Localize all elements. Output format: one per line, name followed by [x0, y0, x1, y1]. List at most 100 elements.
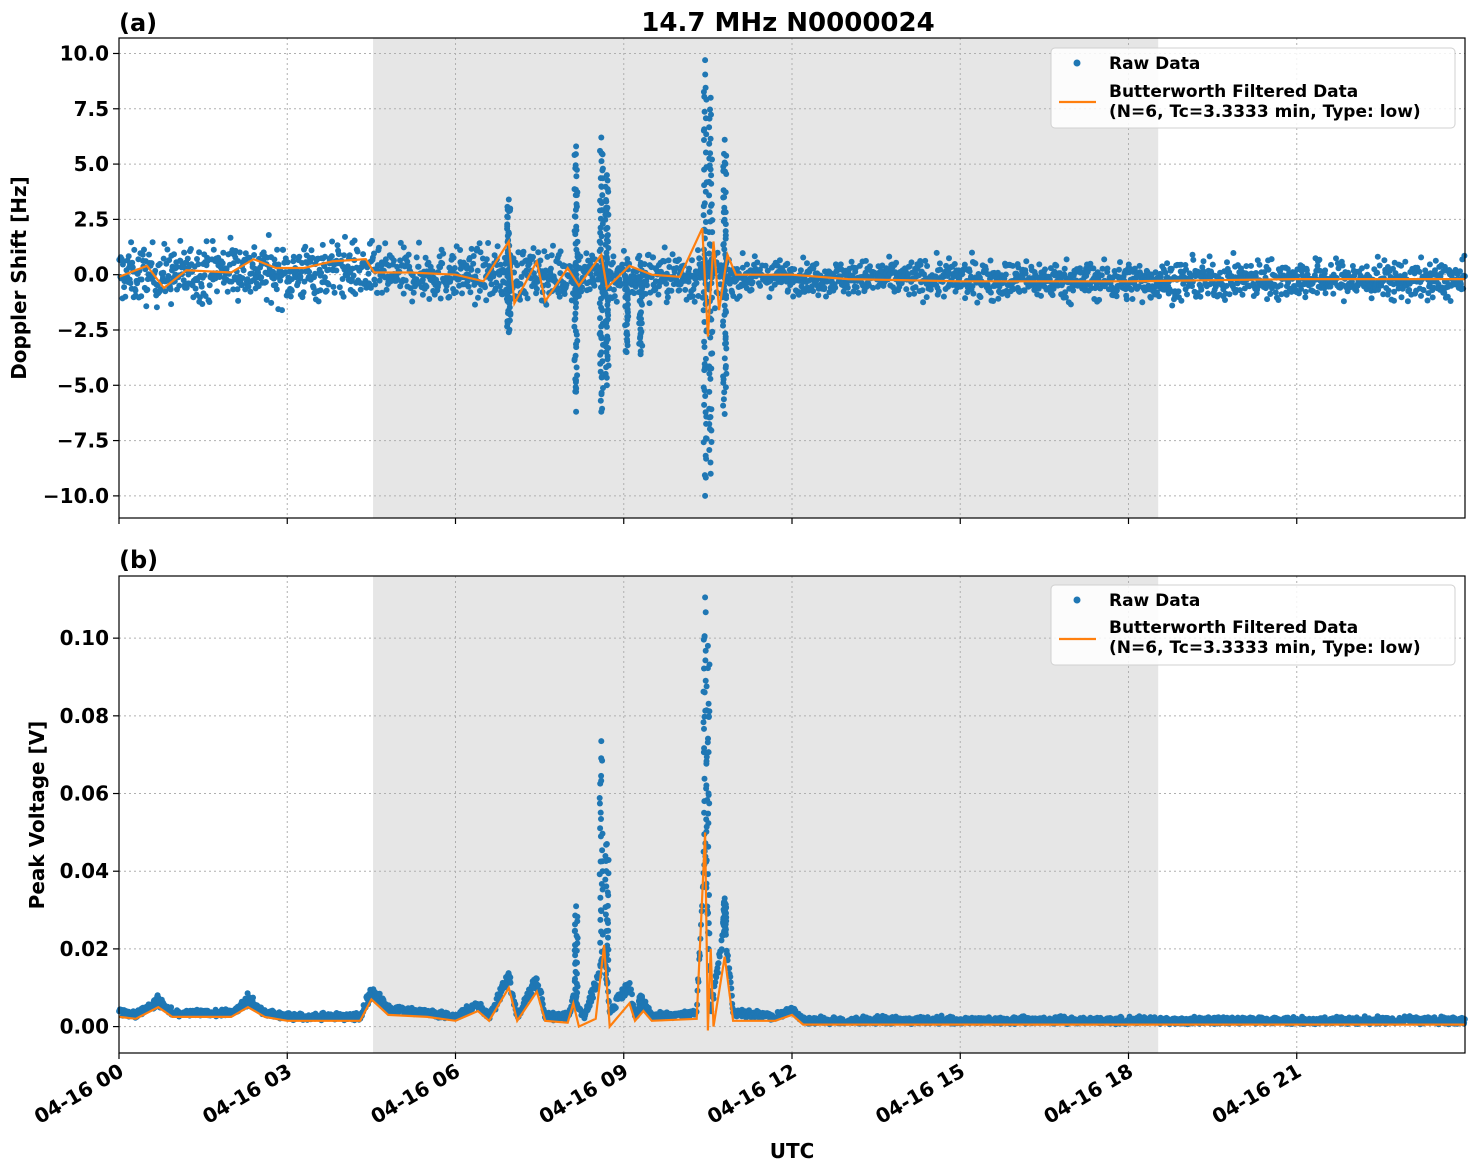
raw-data-point	[749, 287, 755, 293]
raw-data-point	[161, 256, 167, 262]
raw-data-point	[573, 389, 579, 395]
raw-data-point	[1430, 294, 1436, 300]
raw-data-point	[612, 293, 618, 299]
raw-data-point	[708, 471, 714, 477]
raw-data-point	[468, 267, 474, 273]
raw-data-point	[352, 291, 358, 297]
raw-data-point	[1375, 254, 1381, 260]
raw-data-point	[1341, 298, 1347, 304]
raw-data-point	[722, 137, 728, 143]
raw-data-point	[207, 282, 213, 288]
raw-data-point	[507, 974, 513, 980]
raw-data-point	[534, 976, 540, 982]
legend: Raw Data Butterworth Filtered Data(N=6, …	[1051, 48, 1455, 128]
raw-data-point	[604, 172, 610, 178]
raw-data-point	[530, 254, 536, 260]
raw-data-point	[572, 311, 578, 317]
raw-data-point	[603, 349, 609, 355]
raw-data-point	[241, 267, 247, 273]
raw-data-point	[723, 161, 729, 167]
raw-data-point	[706, 179, 712, 185]
raw-data-point	[411, 290, 417, 296]
raw-data-point	[988, 290, 994, 296]
raw-data-point	[452, 265, 458, 271]
raw-data-point	[469, 246, 475, 252]
raw-data-point	[335, 242, 341, 248]
raw-data-point	[1137, 263, 1143, 269]
raw-data-point	[573, 173, 579, 179]
raw-data-point	[1158, 274, 1164, 280]
raw-data-point	[1240, 292, 1246, 298]
y-tick-label: −2.5	[57, 318, 109, 342]
raw-data-point	[664, 299, 670, 305]
raw-data-point	[702, 72, 708, 78]
raw-data-point	[472, 302, 478, 308]
raw-data-point	[1230, 250, 1236, 256]
raw-data-point	[263, 279, 269, 285]
raw-data-point	[237, 249, 243, 255]
raw-data-point	[720, 373, 726, 379]
raw-data-point	[706, 371, 712, 377]
raw-data-point	[459, 290, 465, 296]
raw-data-point	[235, 298, 241, 304]
raw-data-point	[952, 261, 958, 267]
raw-data-point	[508, 980, 514, 986]
raw-data-point	[535, 249, 541, 255]
raw-data-point	[1340, 263, 1346, 269]
y-tick-label: 5.0	[74, 152, 109, 176]
raw-data-point	[506, 197, 512, 203]
raw-data-point	[597, 239, 603, 245]
raw-data-point	[320, 242, 326, 248]
raw-data-point	[715, 970, 721, 976]
raw-data-point	[613, 1005, 619, 1011]
raw-data-point	[790, 294, 796, 300]
raw-data-point	[573, 295, 579, 301]
raw-data-point	[333, 268, 339, 274]
raw-data-point	[248, 289, 254, 295]
raw-data-point	[854, 284, 860, 290]
raw-data-point	[329, 253, 335, 259]
panel-label: (a)	[119, 9, 157, 37]
raw-data-point	[590, 995, 596, 1001]
raw-data-point	[574, 201, 580, 207]
raw-data-point	[838, 261, 844, 267]
raw-data-point	[1322, 267, 1328, 273]
raw-data-point	[603, 371, 609, 377]
raw-data-point	[537, 258, 543, 264]
raw-data-point	[647, 300, 653, 306]
raw-data-point	[351, 273, 357, 279]
raw-data-point	[702, 493, 708, 499]
raw-data-point	[1176, 288, 1182, 294]
raw-data-point	[258, 274, 264, 280]
raw-data-point	[274, 247, 280, 253]
raw-data-point	[682, 287, 688, 293]
raw-data-point	[1369, 295, 1375, 301]
raw-data-point	[708, 95, 714, 101]
raw-data-point	[126, 253, 132, 259]
raw-data-point	[168, 286, 174, 292]
raw-data-point	[525, 295, 531, 301]
raw-data-point	[605, 178, 611, 184]
raw-data-point	[550, 243, 556, 249]
raw-data-point	[558, 248, 564, 254]
raw-data-point	[636, 253, 642, 259]
raw-data-point	[597, 361, 603, 367]
raw-data-point	[603, 205, 609, 211]
raw-data-point	[721, 396, 727, 402]
raw-data-point	[439, 261, 445, 267]
raw-data-point	[604, 382, 610, 388]
raw-data-point	[549, 252, 555, 258]
raw-data-point	[703, 475, 709, 481]
raw-data-point	[701, 212, 707, 218]
raw-data-point	[1099, 272, 1105, 278]
raw-data-point	[1139, 299, 1145, 305]
raw-data-point	[440, 251, 446, 257]
raw-data-point	[202, 272, 208, 278]
raw-data-point	[668, 288, 674, 294]
raw-data-point	[358, 287, 364, 293]
raw-data-point	[597, 198, 603, 204]
raw-data-point	[708, 406, 714, 412]
raw-data-point	[920, 299, 926, 305]
raw-data-point	[603, 197, 609, 203]
